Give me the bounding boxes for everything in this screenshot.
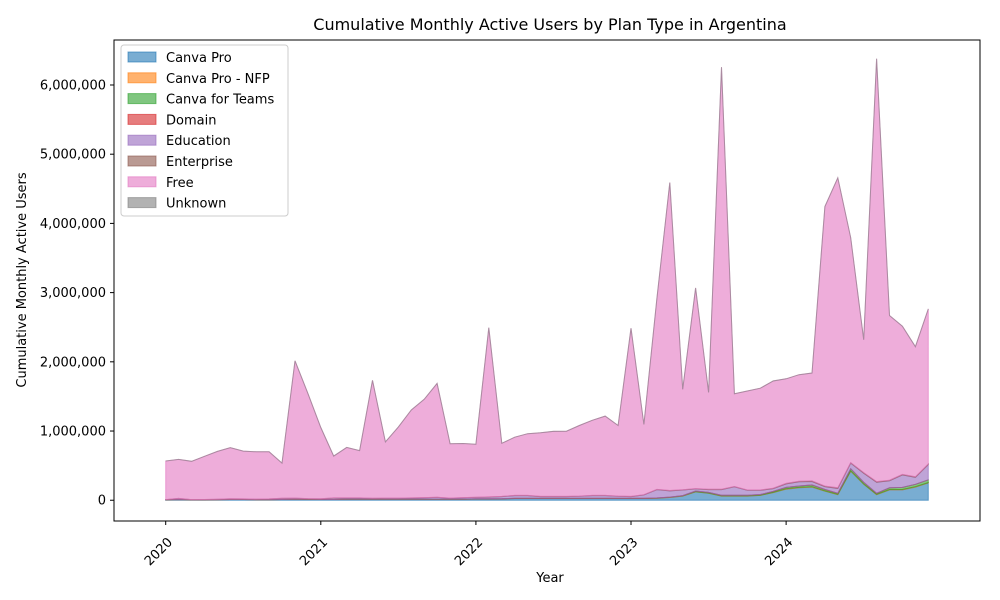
x-tick-label: 2024: [762, 535, 796, 569]
legend-label: Education: [166, 134, 231, 149]
chart-title: Cumulative Monthly Active Users by Plan …: [313, 15, 786, 34]
legend-label: Canva for Teams: [166, 93, 274, 108]
plot-frame: [113, 39, 981, 522]
x-axis-title: Year: [535, 571, 564, 586]
y-axis: 0 1,000,000 2,000,000 3,000,000 4,000,000 5,0…: [40, 78, 114, 509]
y-tick-label: 5,000,000: [40, 148, 106, 163]
legend-swatch: [127, 155, 157, 167]
stacked-areas: [165, 58, 929, 501]
legend-swatch: [127, 51, 157, 63]
x-tick-label: 2021: [297, 535, 331, 569]
area-series-7: [165, 58, 929, 465]
y-tick-label: 0: [98, 494, 106, 509]
legend-label: Enterprise: [166, 155, 233, 170]
legend-swatch: [127, 93, 157, 105]
legend-label: Unknown: [166, 197, 226, 212]
y-tick-label: 2,000,000: [40, 355, 106, 370]
x-tick-label: 2022: [452, 535, 486, 569]
legend-swatch: [127, 113, 157, 125]
legend-label: Free: [166, 176, 194, 191]
x-tick-label: 2020: [142, 535, 176, 569]
y-tick-label: 6,000,000: [40, 78, 106, 93]
legend-box: [120, 44, 289, 217]
legend-label: Domain: [166, 113, 216, 128]
x-tick-label: 2023: [607, 535, 641, 569]
y-tick-label: 4,000,000: [40, 217, 106, 232]
y-tick-label: 3,000,000: [40, 286, 106, 301]
legend-swatch: [127, 134, 157, 146]
legend-swatch: [127, 176, 157, 188]
x-axis: 2020 2021 2022 2023 2024: [142, 521, 796, 569]
y-tick-label: 1,000,000: [40, 425, 106, 440]
legend-swatch: [127, 72, 157, 84]
legend: Canva Pro Canva Pro - NFP Canva for Teams D…: [120, 44, 289, 217]
y-axis-title: Cumulative Monthly Active Users: [15, 172, 30, 387]
legend-label: Canva Pro - NFP: [166, 72, 270, 87]
legend-swatch: [127, 197, 157, 209]
legend-label: Canva Pro: [166, 51, 232, 66]
